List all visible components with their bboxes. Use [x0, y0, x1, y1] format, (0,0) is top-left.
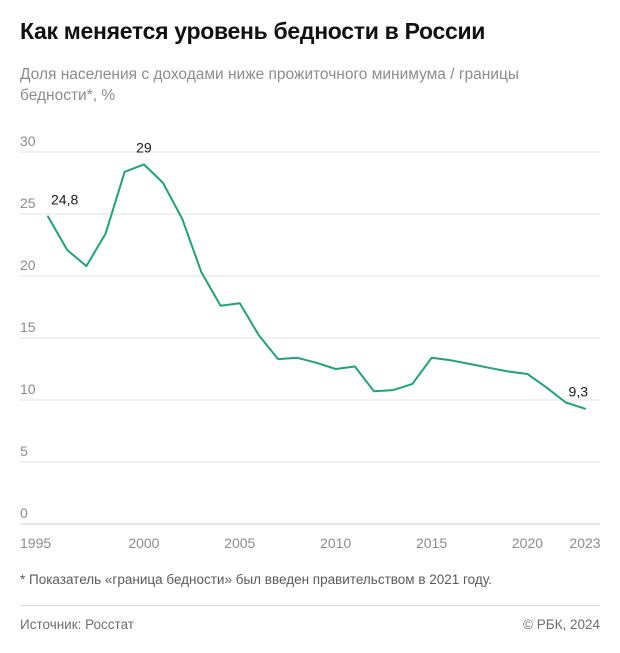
x-tick-label: 2000 — [128, 535, 159, 551]
y-tick-label: 10 — [20, 381, 36, 397]
copyright-text: © РБК, 2024 — [523, 617, 600, 632]
series-lines — [47, 163, 586, 410]
x-axis-ticks: 1995 2000 2005 2010 2015 2020 2023 — [20, 535, 601, 551]
y-tick-label: 30 — [20, 133, 36, 149]
data-label: 29 — [136, 139, 152, 155]
y-tick-label: 5 — [20, 443, 28, 459]
x-tick-label: 2015 — [416, 535, 447, 551]
source-text: Источник: Росстат — [20, 617, 134, 632]
x-tick-label: 2023 — [569, 535, 600, 551]
series-line — [47, 163, 586, 410]
y-tick-label: 25 — [20, 195, 36, 211]
footnote: * Показатель «граница бедности» был введ… — [20, 572, 492, 587]
y-tick-label: 0 — [20, 505, 28, 521]
data-label: 9,3 — [569, 384, 589, 400]
chart-title: Как меняется уровень бедности в России — [20, 18, 486, 44]
y-tick-label: 15 — [20, 319, 36, 335]
x-tick-label: 2010 — [320, 535, 351, 551]
chart-subtitle: Доля населения с доходами ниже прожиточн… — [20, 66, 519, 104]
poverty-line-chart: 0 5 10 15 20 25 30 1995 2000 2005 2010 2015 2020 202… — [20, 133, 601, 551]
x-tick-label: 2020 — [512, 535, 543, 551]
data-label: 24,8 — [51, 191, 78, 207]
y-tick-label: 20 — [20, 257, 36, 273]
x-tick-label: 1995 — [20, 535, 51, 551]
x-tick-label: 2005 — [224, 535, 255, 551]
data-labels: 24,8 29 9,3 — [51, 139, 588, 399]
y-axis-ticks: 0 5 10 15 20 25 30 — [20, 133, 36, 521]
divider — [20, 605, 600, 606]
grid-lines — [20, 151, 600, 525]
